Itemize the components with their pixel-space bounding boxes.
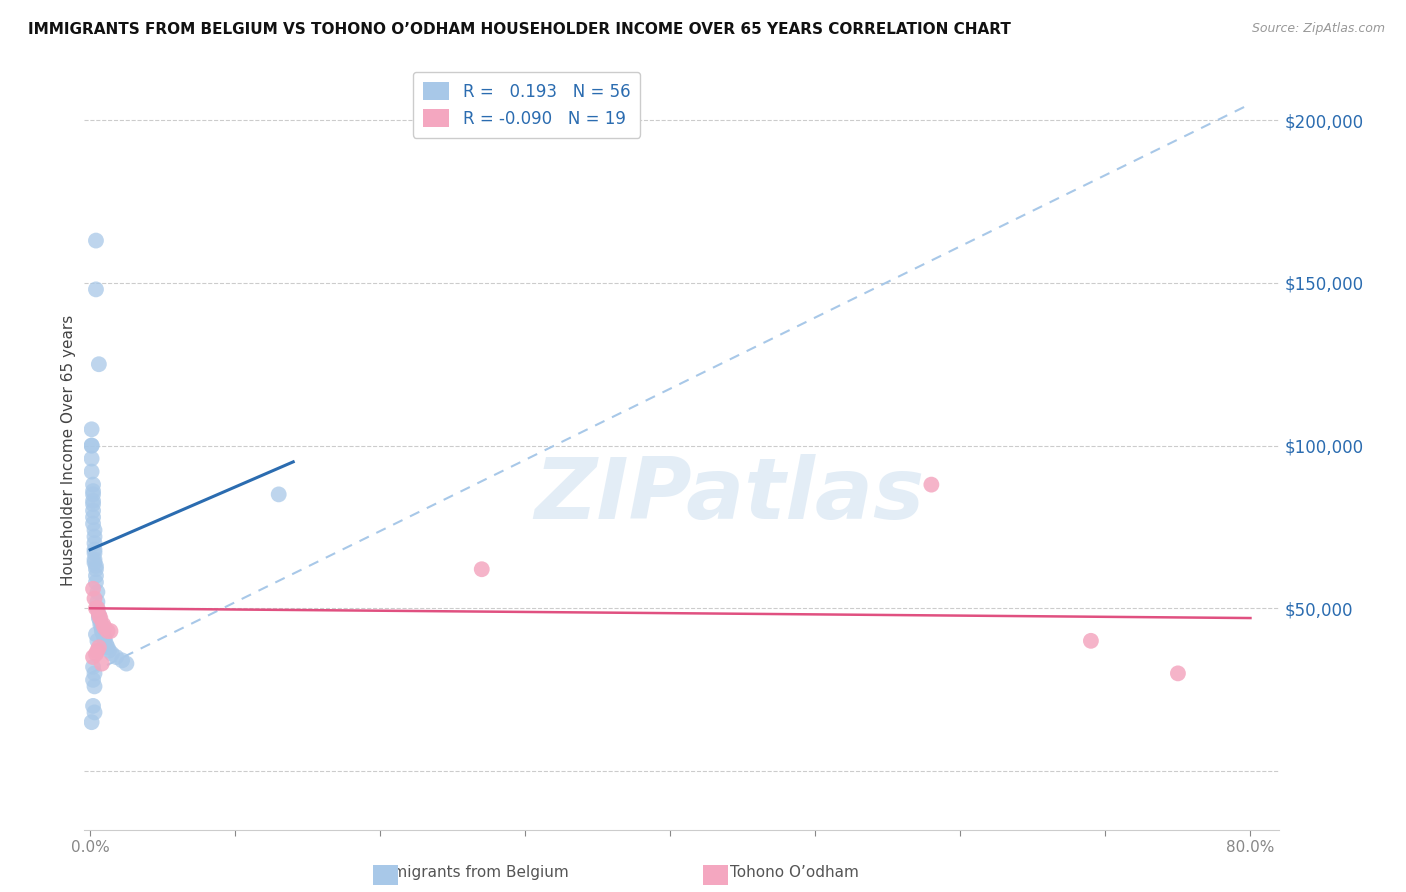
- Point: [83, 666, 105, 681]
- Point: [91, 627, 114, 641]
- Point: [83, 706, 105, 720]
- Point: [89, 611, 111, 625]
- Point: [1080, 633, 1102, 648]
- Point: [83, 542, 105, 557]
- Point: [82, 660, 104, 674]
- Text: Tohono O’odham: Tohono O’odham: [730, 865, 859, 880]
- Point: [86, 601, 108, 615]
- Point: [115, 657, 138, 671]
- Point: [84, 627, 107, 641]
- Point: [82, 497, 104, 511]
- Point: [97, 624, 120, 638]
- Point: [86, 633, 108, 648]
- Point: [83, 546, 105, 560]
- Point: [84, 568, 107, 582]
- Y-axis label: Householder Income Over 65 years: Householder Income Over 65 years: [60, 315, 76, 586]
- Point: [90, 624, 112, 638]
- Point: [83, 523, 105, 537]
- Point: [83, 536, 105, 550]
- Point: [94, 637, 117, 651]
- Point: [80, 422, 103, 436]
- Text: IMMIGRANTS FROM BELGIUM VS TOHONO O’ODHAM HOUSEHOLDER INCOME OVER 65 YEARS CORRE: IMMIGRANTS FROM BELGIUM VS TOHONO O’ODHA…: [28, 22, 1011, 37]
- Point: [80, 465, 103, 479]
- Point: [82, 484, 104, 499]
- Point: [80, 451, 103, 466]
- Point: [80, 439, 103, 453]
- Point: [82, 477, 104, 491]
- Point: [82, 494, 104, 508]
- Point: [83, 530, 105, 544]
- Text: Immigrants from Belgium: Immigrants from Belgium: [373, 865, 569, 880]
- Point: [90, 657, 112, 671]
- Point: [89, 615, 111, 629]
- Point: [920, 477, 942, 491]
- Point: [90, 621, 112, 635]
- Point: [1167, 666, 1189, 681]
- Point: [82, 582, 104, 596]
- Point: [97, 640, 120, 655]
- Point: [80, 439, 103, 453]
- Point: [83, 591, 105, 606]
- Point: [100, 624, 122, 638]
- Point: [82, 673, 104, 687]
- Legend: R =   0.193   N = 56, R = -0.090   N = 19: R = 0.193 N = 56, R = -0.090 N = 19: [413, 72, 640, 137]
- Point: [84, 234, 107, 248]
- Point: [84, 575, 107, 590]
- Point: [111, 653, 134, 667]
- Point: [84, 282, 107, 296]
- Point: [267, 487, 290, 501]
- Point: [86, 595, 108, 609]
- Point: [86, 601, 108, 615]
- Point: [82, 503, 104, 517]
- Point: [84, 601, 107, 615]
- Point: [89, 617, 111, 632]
- Point: [87, 611, 110, 625]
- Point: [86, 585, 108, 599]
- Point: [91, 617, 114, 632]
- Point: [101, 647, 124, 661]
- Point: [93, 633, 115, 648]
- Point: [93, 631, 115, 645]
- Point: [83, 556, 105, 570]
- Point: [82, 487, 104, 501]
- Point: [471, 562, 494, 576]
- Point: [82, 510, 104, 524]
- Point: [82, 698, 104, 713]
- Point: [83, 552, 105, 566]
- Point: [87, 607, 110, 622]
- Point: [82, 650, 104, 665]
- Point: [84, 647, 107, 661]
- Point: [86, 643, 108, 657]
- Point: [87, 607, 110, 622]
- Point: [98, 643, 121, 657]
- Point: [80, 715, 103, 730]
- Point: [87, 640, 110, 655]
- Point: [84, 559, 107, 574]
- Text: Source: ZipAtlas.com: Source: ZipAtlas.com: [1251, 22, 1385, 36]
- Point: [82, 516, 104, 531]
- Point: [105, 650, 128, 665]
- Point: [93, 621, 115, 635]
- Point: [83, 679, 105, 693]
- Point: [84, 562, 107, 576]
- Text: ZIPatlas: ZIPatlas: [534, 454, 925, 538]
- Point: [87, 357, 110, 371]
